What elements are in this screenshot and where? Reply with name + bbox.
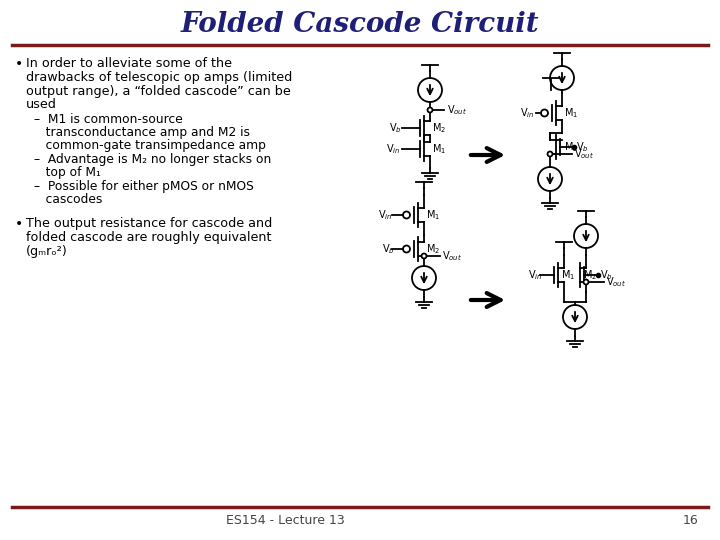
Text: (gₘrₒ²): (gₘrₒ²) (26, 245, 68, 258)
Text: 16: 16 (683, 514, 698, 526)
Text: •: • (15, 57, 23, 71)
Text: –  Advantage is M₂ no longer stacks on: – Advantage is M₂ no longer stacks on (34, 153, 271, 166)
Circle shape (547, 152, 552, 157)
Text: M$_2$: M$_2$ (583, 268, 597, 282)
Text: cascodes: cascodes (34, 193, 102, 206)
Text: drawbacks of telescopic op amps (limited: drawbacks of telescopic op amps (limited (26, 71, 292, 84)
Text: V$_{out}$: V$_{out}$ (447, 103, 467, 117)
Text: V$_{out}$: V$_{out}$ (442, 249, 462, 263)
Text: M$_2$: M$_2$ (564, 140, 578, 154)
Text: V$_b$: V$_b$ (389, 121, 402, 135)
Text: –  Possible for either pMOS or nMOS: – Possible for either pMOS or nMOS (34, 180, 253, 193)
Text: ES154 - Lecture 13: ES154 - Lecture 13 (225, 514, 344, 526)
Text: M$_1$: M$_1$ (561, 268, 575, 282)
Text: M$_2$: M$_2$ (426, 242, 440, 256)
Circle shape (583, 280, 588, 285)
Text: V$_b$: V$_b$ (576, 140, 589, 154)
Text: M$_1$: M$_1$ (426, 208, 440, 222)
Text: In order to alleviate some of the: In order to alleviate some of the (26, 57, 232, 70)
Text: V$_{in}$: V$_{in}$ (386, 142, 400, 156)
Text: –  M1 is common-source: – M1 is common-source (34, 113, 183, 126)
Text: V$_b$: V$_b$ (600, 268, 613, 282)
Text: V$_{out}$: V$_{out}$ (606, 275, 626, 289)
Text: used: used (26, 98, 57, 111)
Text: output range), a “folded cascode” can be: output range), a “folded cascode” can be (26, 85, 291, 98)
Text: V$_b$: V$_b$ (382, 242, 395, 256)
Text: V$_{in}$: V$_{in}$ (528, 268, 542, 282)
Text: •: • (15, 217, 23, 231)
Text: V$_{out}$: V$_{out}$ (574, 147, 594, 161)
Text: V$_{in}$: V$_{in}$ (520, 106, 534, 120)
Text: M$_1$: M$_1$ (432, 142, 446, 156)
Text: M$_1$: M$_1$ (564, 106, 578, 120)
Text: V$_{in}$: V$_{in}$ (378, 208, 392, 222)
Text: top of M₁: top of M₁ (34, 166, 101, 179)
Text: folded cascode are roughly equivalent: folded cascode are roughly equivalent (26, 231, 271, 244)
Text: transconductance amp and M2 is: transconductance amp and M2 is (34, 126, 250, 139)
Text: The output resistance for cascode and: The output resistance for cascode and (26, 217, 272, 230)
Circle shape (421, 253, 426, 259)
Text: M$_2$: M$_2$ (432, 121, 446, 135)
Text: common-gate transimpedance amp: common-gate transimpedance amp (34, 139, 266, 152)
Text: Folded Cascode Circuit: Folded Cascode Circuit (181, 10, 539, 37)
Circle shape (428, 107, 433, 112)
